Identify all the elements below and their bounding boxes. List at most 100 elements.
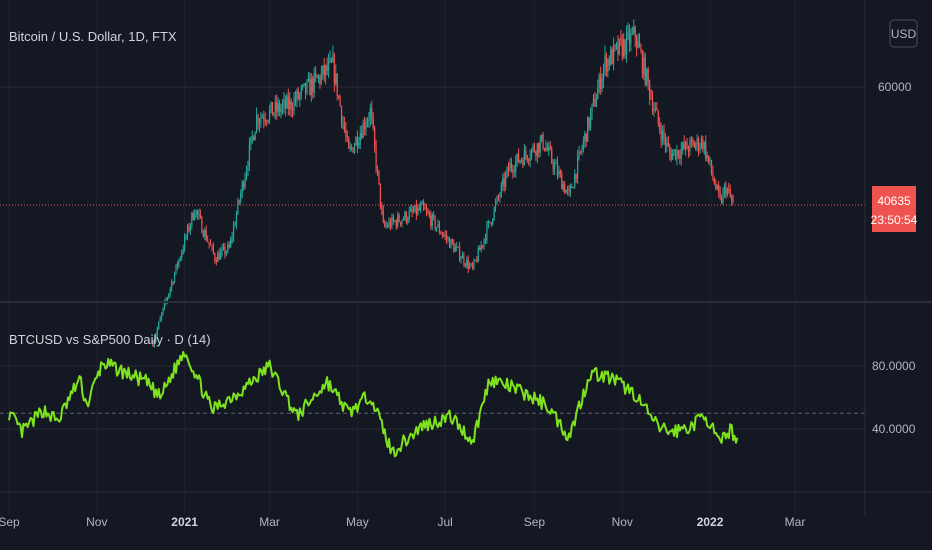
candle-body: [670, 153, 672, 160]
candle-body: [493, 207, 495, 220]
candle-body: [487, 221, 489, 225]
currency-button-label: USD: [891, 27, 917, 41]
candle-body: [310, 78, 312, 96]
candle-body: [205, 230, 207, 241]
candle-body: [460, 258, 462, 260]
candle-body: [473, 260, 475, 268]
candle-body: [516, 153, 518, 162]
candle-body: [382, 209, 384, 223]
x-tick-label: Mar: [259, 515, 280, 529]
candle-body: [598, 75, 600, 89]
candle-body: [152, 342, 154, 347]
candle-body: [335, 73, 337, 84]
candle-body: [463, 255, 465, 264]
candle-body: [654, 108, 656, 110]
candle-body: [270, 102, 272, 110]
candle-body: [369, 107, 371, 120]
candle-body: [392, 217, 394, 222]
candle-body: [401, 220, 403, 224]
candle-body: [268, 109, 271, 120]
x-tick-label: 2022: [697, 515, 724, 529]
candle-body: [684, 141, 687, 149]
candle-body: [332, 55, 334, 62]
candle-body: [578, 151, 580, 157]
candle-body: [660, 130, 662, 141]
candle-body: [191, 212, 193, 226]
candle-body: [538, 143, 540, 153]
candle-body: [591, 103, 593, 113]
candle-body: [653, 109, 655, 112]
candle-body: [273, 112, 275, 116]
candle-body: [558, 171, 560, 175]
y-axis-ticks: 60000 80.0000 40.0000: [872, 80, 916, 436]
candle-body: [437, 224, 439, 228]
candle-body: [430, 215, 432, 226]
candle-body: [363, 122, 366, 130]
candle-body: [240, 192, 242, 202]
candle-body: [522, 160, 524, 166]
candle-body: [353, 145, 356, 153]
currency-button[interactable]: USD: [889, 19, 918, 48]
candle-body: [471, 263, 474, 268]
candle-body: [411, 209, 413, 212]
candle-body: [198, 213, 200, 215]
candle-body: [351, 147, 353, 149]
candle-body: [444, 234, 446, 236]
candle-body: [306, 80, 308, 93]
candle-body: [613, 44, 615, 64]
candle-body: [307, 78, 310, 81]
x-tick-label: Sep: [0, 515, 20, 529]
candle-body: [649, 81, 651, 98]
candle-body: [241, 182, 243, 193]
candle-body: [529, 157, 531, 161]
candle-body: [600, 75, 602, 90]
candle-body: [228, 244, 230, 247]
candle-body: [155, 334, 157, 341]
candle-body: [385, 225, 387, 227]
candle-body: [587, 117, 589, 142]
candle-body: [238, 200, 240, 202]
candle-body: [348, 137, 350, 149]
candle-body: [679, 156, 681, 159]
candle-body: [589, 112, 592, 128]
candle-body: [605, 55, 608, 72]
candle-body: [250, 136, 252, 145]
symbol-title[interactable]: Bitcoin / U.S. Dollar, 1D, FTX: [9, 29, 177, 44]
candle-body: [342, 122, 344, 124]
candle-body: [450, 239, 452, 248]
candle-body: [706, 155, 708, 159]
candle-body: [443, 234, 445, 236]
candle-body: [667, 142, 669, 147]
candle-body: [312, 78, 314, 93]
candle-body: [689, 139, 691, 153]
candle-body: [579, 151, 582, 153]
candle-body: [276, 101, 278, 112]
candle-body: [181, 252, 183, 258]
candle-body: [408, 211, 410, 220]
candle-body: [676, 150, 678, 160]
candle-body: [496, 196, 498, 203]
x-axis-ticks[interactable]: Sep Nov 2021 Mar May Jul Sep Nov 2022 Mar: [0, 515, 805, 529]
candle-body: [274, 101, 276, 113]
x-tick-label: May: [346, 515, 369, 529]
candle-body: [510, 162, 513, 169]
candle-body: [387, 225, 389, 227]
candle-body: [279, 103, 281, 113]
candle-body: [716, 185, 718, 189]
candle-body: [313, 72, 315, 93]
candle-body: [256, 115, 258, 133]
candle-body: [448, 238, 451, 248]
candle-body: [564, 184, 566, 194]
indicator-title[interactable]: BTCUSD vs S&P500 Daily · D (14): [9, 332, 211, 347]
candle-body: [666, 142, 668, 146]
candle-body: [224, 246, 226, 255]
candle-body: [296, 90, 298, 102]
candle-body: [289, 100, 291, 110]
candle-body: [339, 96, 341, 107]
candle-body: [528, 160, 530, 162]
price-badge-bg: [872, 186, 916, 232]
candle-body: [330, 58, 333, 62]
candle-body: [636, 38, 638, 48]
candle-body: [640, 47, 642, 52]
